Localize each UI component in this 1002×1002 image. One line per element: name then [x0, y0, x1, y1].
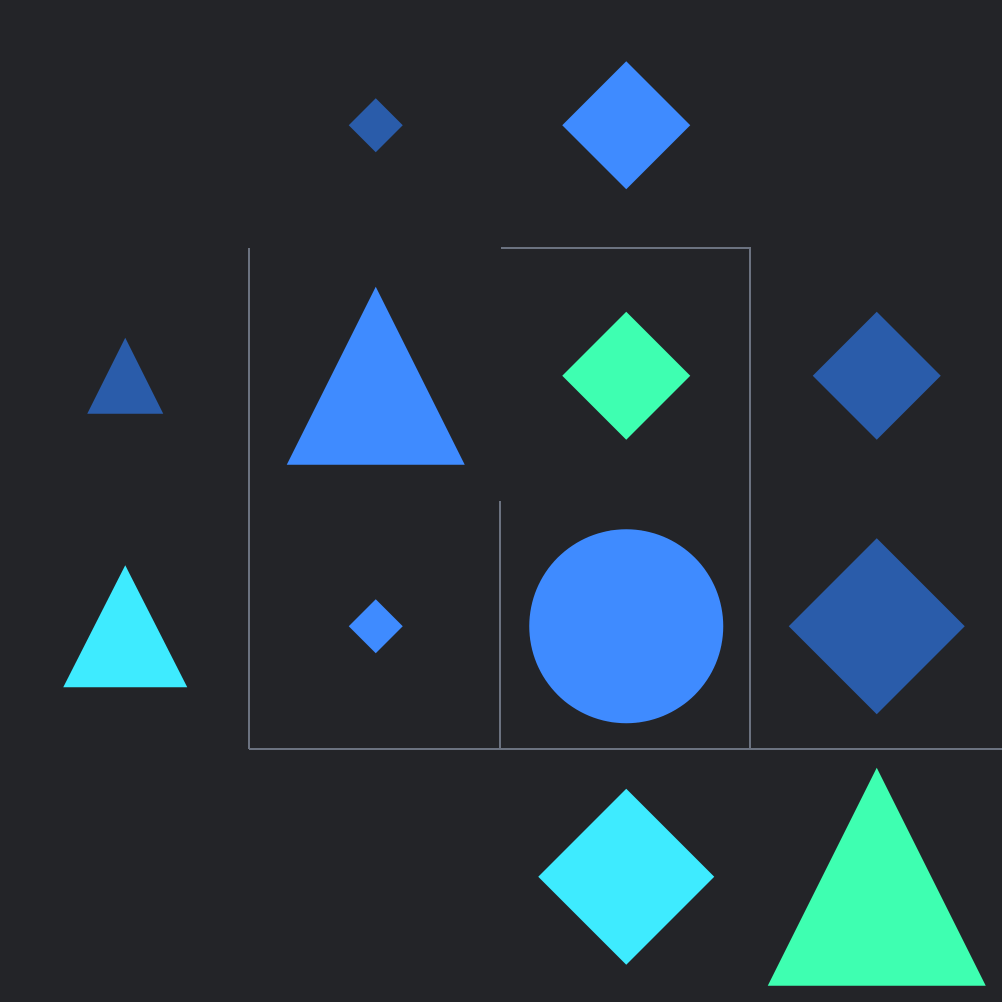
blue-triangle-piece[interactable]: [286, 286, 465, 465]
dark-blue-diamond-piece[interactable]: [348, 98, 403, 153]
dark-blue-triangle-piece[interactable]: [87, 337, 164, 414]
walls: [248, 247, 1002, 750]
green-diamond-piece[interactable]: [562, 311, 691, 440]
cyan-diamond-piece[interactable]: [538, 788, 715, 965]
dark-blue-diamond-piece[interactable]: [812, 311, 941, 440]
cyan-triangle-piece[interactable]: [63, 565, 188, 688]
pieces: [63, 61, 986, 986]
green-triangle-piece[interactable]: [767, 767, 986, 986]
dark-blue-diamond-piece[interactable]: [788, 538, 965, 715]
blue-diamond-piece[interactable]: [562, 61, 691, 190]
blue-diamond-piece[interactable]: [348, 599, 403, 654]
blue-circle-piece[interactable]: [529, 529, 724, 724]
